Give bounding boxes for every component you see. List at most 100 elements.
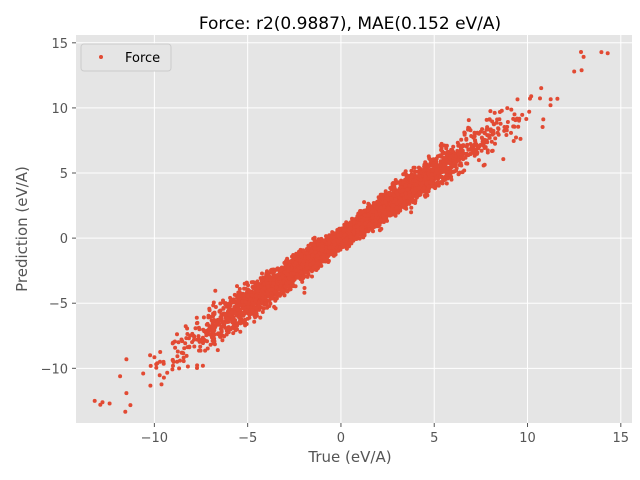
data-point (170, 367, 175, 372)
data-point (426, 154, 431, 159)
data-point (184, 353, 189, 358)
data-point (321, 259, 326, 264)
data-point (581, 54, 586, 59)
data-point (182, 346, 187, 351)
data-point (196, 334, 201, 339)
data-point (288, 287, 293, 292)
data-point (430, 163, 435, 167)
data-point (464, 161, 469, 166)
data-point (490, 132, 495, 137)
data-point (243, 317, 248, 322)
data-point (272, 304, 277, 309)
data-point (252, 319, 257, 324)
data-point (489, 139, 494, 144)
data-point (524, 117, 529, 121)
data-point (457, 149, 462, 154)
data-point (148, 363, 153, 368)
data-point (207, 308, 212, 313)
data-point (253, 315, 258, 320)
data-point (237, 287, 242, 291)
data-point (492, 110, 497, 115)
data-point (256, 285, 261, 290)
data-point (190, 331, 195, 336)
data-point (231, 331, 236, 336)
data-point (300, 279, 305, 284)
data-point (362, 200, 367, 205)
data-point (184, 336, 189, 341)
data-point (423, 174, 428, 179)
data-point (377, 228, 382, 233)
data-point (541, 117, 546, 122)
data-point (505, 106, 510, 111)
data-point (485, 150, 490, 155)
data-point (599, 50, 604, 55)
data-point (457, 163, 462, 167)
data-point (509, 107, 514, 112)
data-point (170, 341, 175, 346)
data-point (493, 136, 498, 141)
data-point (185, 345, 190, 350)
data-point (253, 293, 258, 298)
data-point (460, 148, 465, 153)
data-point (210, 321, 215, 325)
data-point (520, 112, 525, 117)
data-point (430, 168, 435, 173)
data-point (209, 335, 214, 340)
data-point (236, 290, 241, 295)
data-point (253, 286, 258, 291)
data-point (422, 167, 427, 172)
data-point (274, 296, 279, 301)
data-point (291, 253, 296, 257)
data-point (511, 139, 516, 143)
data-point (302, 290, 307, 295)
data-point (161, 375, 166, 380)
data-point (256, 300, 261, 305)
data-point (194, 315, 199, 320)
data-point (148, 353, 153, 358)
data-point (152, 355, 157, 360)
data-point (459, 137, 464, 142)
data-point (444, 146, 449, 151)
data-point (479, 148, 484, 153)
data-point (250, 308, 255, 313)
data-point (176, 340, 181, 345)
data-point (472, 151, 477, 155)
data-point (198, 348, 203, 353)
data-point (185, 326, 190, 331)
data-point (123, 409, 128, 414)
data-point (466, 125, 471, 130)
data-point (310, 274, 314, 279)
data-point (451, 144, 456, 149)
data-point (312, 235, 317, 240)
data-point (332, 231, 337, 236)
data-point (170, 357, 175, 362)
data-point (488, 109, 493, 114)
data-point (504, 128, 509, 133)
data-point (468, 151, 473, 156)
data-point (478, 143, 483, 147)
data-point (254, 310, 258, 315)
data-point (429, 172, 434, 177)
data-point (488, 129, 493, 134)
data-point (484, 127, 489, 132)
data-point (192, 344, 197, 349)
data-point (171, 363, 175, 368)
data-point (235, 284, 239, 289)
data-point (514, 135, 518, 140)
data-point (190, 340, 195, 345)
data-point (357, 236, 362, 241)
data-point (450, 149, 455, 154)
data-point (218, 332, 223, 337)
data-point (254, 306, 259, 311)
data-point (242, 293, 246, 298)
data-point (465, 142, 470, 147)
data-point (495, 117, 500, 122)
data-point (527, 109, 532, 114)
data-point (193, 326, 198, 331)
data-point (449, 177, 454, 182)
data-point (258, 315, 263, 320)
data-point (161, 359, 166, 364)
data-point (539, 86, 544, 91)
data-point (214, 320, 219, 325)
